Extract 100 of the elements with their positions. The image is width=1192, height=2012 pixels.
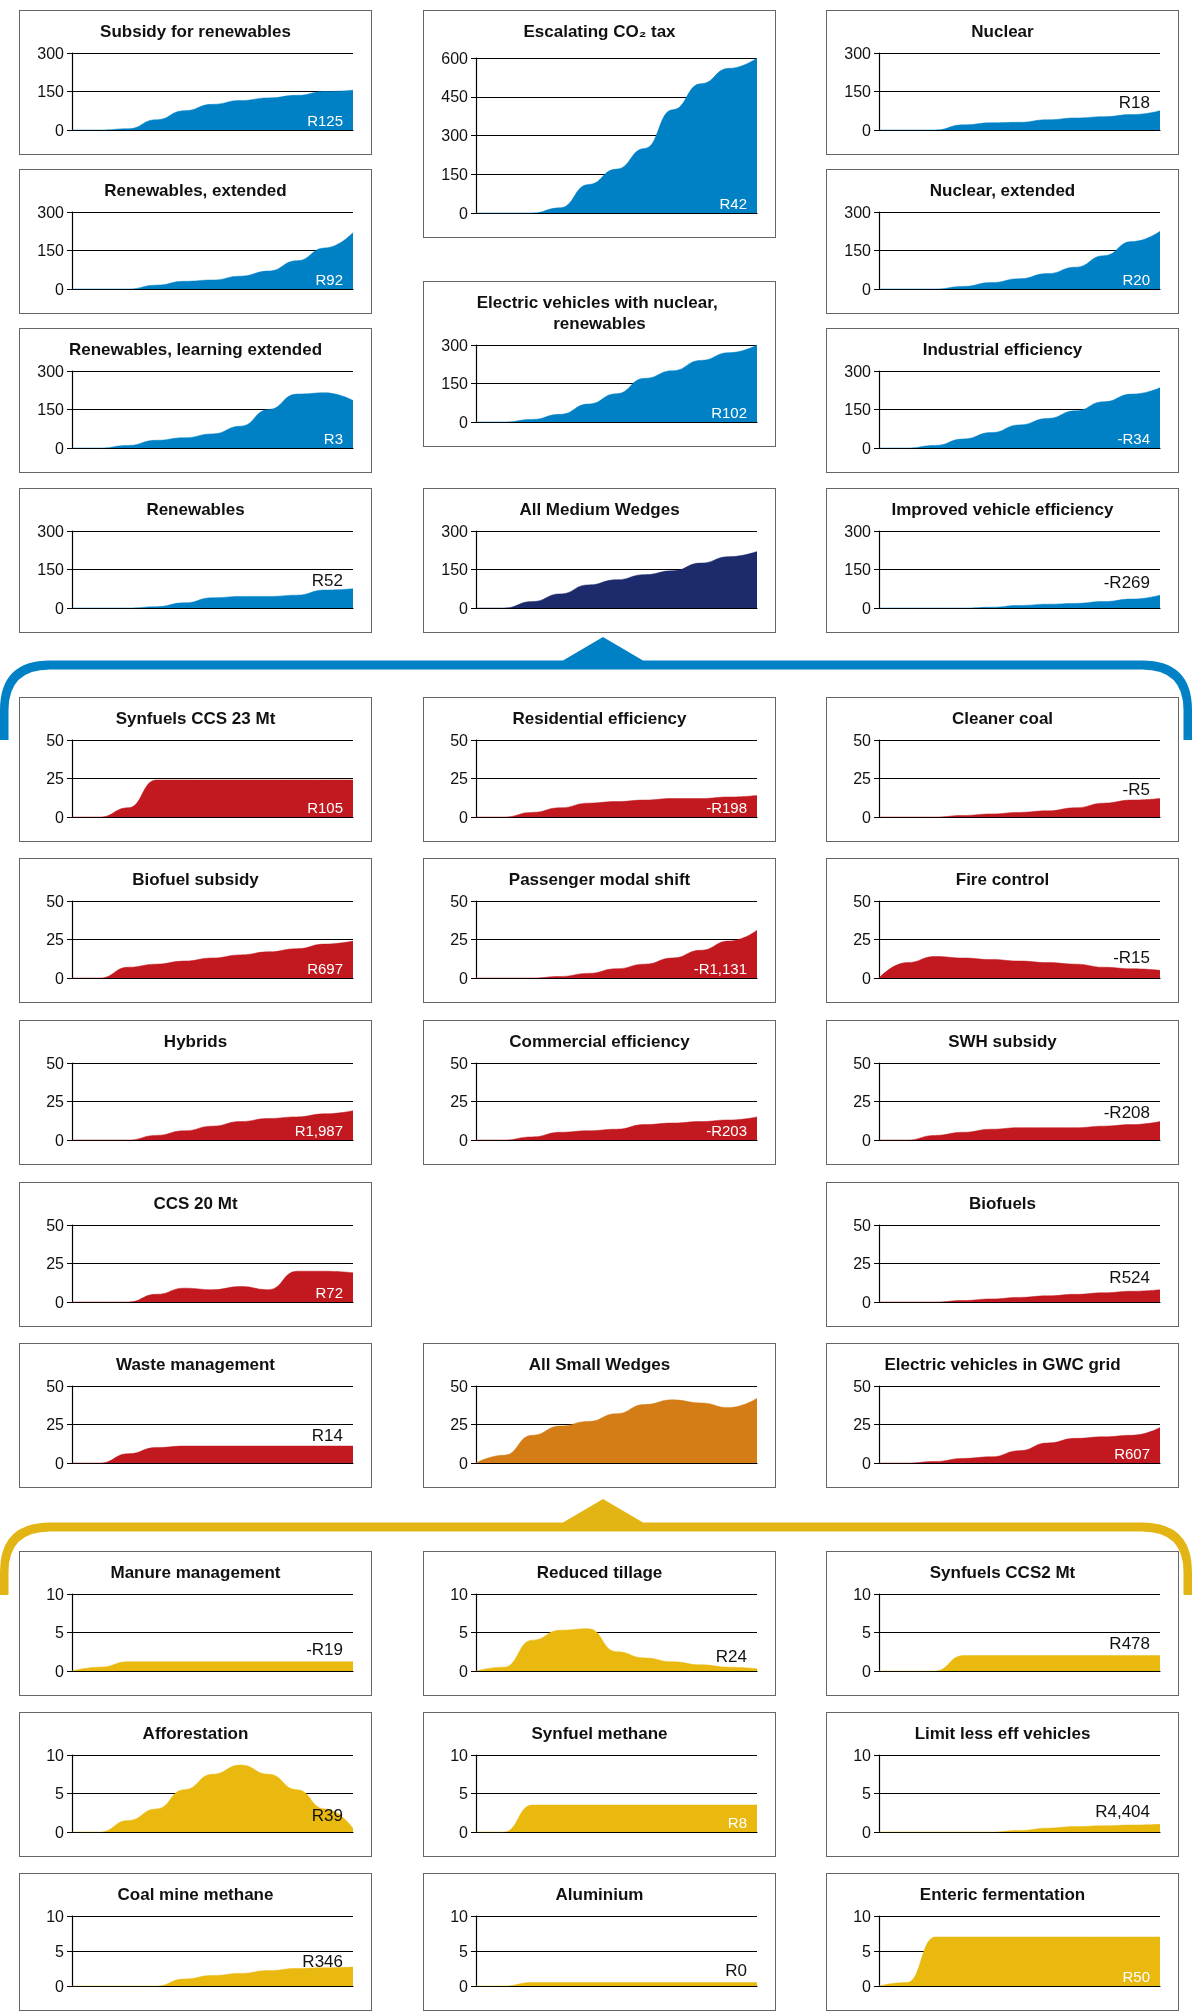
y-tick-label: 10 xyxy=(450,1907,469,1925)
y-tick-label: 0 xyxy=(55,599,65,617)
y-tick-label: 25 xyxy=(450,1093,469,1110)
y-tick-label: 10 xyxy=(46,1746,65,1764)
y-tick-label: 0 xyxy=(862,121,872,139)
y-tick-label: 300 xyxy=(441,336,469,354)
y-tick-label: 0 xyxy=(55,280,65,298)
y-tick-label: 50 xyxy=(450,1377,469,1395)
y-tick-label: 10 xyxy=(853,1907,872,1925)
y-tick-label: 5 xyxy=(55,1624,65,1641)
chart-title: SWH subsidy xyxy=(948,1032,1058,1051)
y-tick-label: 25 xyxy=(46,1255,65,1272)
chart-title: Improved vehicle efficiency xyxy=(891,500,1115,519)
y-tick-label: 0 xyxy=(55,1293,65,1311)
chart-title: Afforestation xyxy=(142,1724,249,1743)
y-tick-label: 600 xyxy=(441,49,469,67)
y-tick-label: 25 xyxy=(450,1416,469,1433)
chart-title: Hybrids xyxy=(163,1032,228,1051)
y-tick-label: 0 xyxy=(459,413,469,431)
chart-title: Nuclear xyxy=(971,22,1035,41)
annotation: R4,404 xyxy=(1095,1802,1151,1822)
annotation: R346 xyxy=(302,1952,343,1971)
annotation: R52 xyxy=(311,570,343,590)
y-tick-label: 150 xyxy=(37,561,65,578)
y-tick-label: 50 xyxy=(450,892,469,910)
y-tick-label: 150 xyxy=(441,165,469,183)
y-tick-label: 50 xyxy=(46,1377,65,1395)
annotation: R72 xyxy=(315,1284,344,1301)
annotation: R24 xyxy=(715,1646,747,1666)
annotation: R102 xyxy=(711,404,747,421)
annotation: -R1,131 xyxy=(693,960,748,977)
annotation: R0 xyxy=(725,1960,747,1980)
y-tick-label: 25 xyxy=(853,1255,872,1272)
chart-title: Residential efficiency xyxy=(512,709,687,728)
y-tick-label: 25 xyxy=(450,931,469,948)
annotation: -R19 xyxy=(306,1639,344,1659)
chart-title: Waste management xyxy=(115,1355,276,1374)
chart-title: Manure management xyxy=(110,1563,281,1582)
annotation: R697 xyxy=(307,960,343,977)
chart-title: Renewables xyxy=(146,500,245,519)
y-tick-label: 150 xyxy=(844,561,872,578)
annotation: R14 xyxy=(311,1425,343,1445)
chart-title: Fire control xyxy=(955,870,1050,889)
y-tick-label: 0 xyxy=(862,1662,872,1680)
y-tick-label: 300 xyxy=(37,44,65,62)
annotation: -R34 xyxy=(1117,430,1150,447)
chart-title: Biofuels xyxy=(968,1194,1037,1213)
y-tick-label: 25 xyxy=(853,1416,872,1433)
chart-title: Commercial efficiency xyxy=(509,1032,691,1051)
chart-title: Enteric fermentation xyxy=(919,1885,1086,1904)
y-tick-label: 0 xyxy=(459,1823,469,1841)
y-tick-label: 0 xyxy=(459,1662,469,1680)
y-tick-label: 0 xyxy=(459,808,469,826)
annotation: R20 xyxy=(1122,271,1151,288)
y-tick-label: 0 xyxy=(55,121,65,139)
annotation: -R208 xyxy=(1103,1102,1151,1122)
y-tick-label: 5 xyxy=(55,1942,65,1960)
y-tick-label: 50 xyxy=(853,731,872,749)
y-tick-label: 5 xyxy=(862,1785,872,1802)
y-tick-label: 0 xyxy=(862,1977,872,1995)
y-tick-label: 10 xyxy=(46,1907,65,1925)
y-tick-label: 150 xyxy=(37,83,65,100)
annotation: R92 xyxy=(315,271,344,288)
y-tick-label: 150 xyxy=(844,242,872,259)
y-tick-label: 0 xyxy=(459,599,469,617)
y-tick-label: 0 xyxy=(862,280,872,298)
y-tick-label: 300 xyxy=(844,362,872,380)
y-tick-label: 0 xyxy=(55,969,65,987)
y-tick-label: 0 xyxy=(862,808,872,826)
annotation: -R269 xyxy=(1103,573,1151,593)
annotation: R478 xyxy=(1109,1633,1150,1653)
y-tick-label: 5 xyxy=(55,1785,65,1802)
annotation: R42 xyxy=(719,195,748,212)
chart-title: Renewables, learning extended xyxy=(68,340,323,359)
y-tick-label: 50 xyxy=(853,1216,872,1234)
y-tick-label: 25 xyxy=(46,1093,65,1110)
chart-title: Electric vehicles in GWC grid xyxy=(884,1355,1121,1374)
annotation: -R5 xyxy=(1122,779,1151,799)
y-tick-label: 50 xyxy=(853,1377,872,1395)
y-tick-label: 0 xyxy=(459,204,469,222)
y-tick-label: 25 xyxy=(450,770,469,787)
y-tick-label: 5 xyxy=(862,1942,872,1960)
annotation: R3 xyxy=(323,430,344,447)
y-tick-label: 0 xyxy=(55,1662,65,1680)
chart-title: Synfuel methane xyxy=(531,1724,668,1743)
annotation: R607 xyxy=(1114,1445,1150,1462)
chart-title: All Small Wedges xyxy=(528,1355,671,1374)
y-tick-label: 150 xyxy=(441,561,469,578)
y-tick-label: 0 xyxy=(459,1977,469,1995)
y-tick-label: 25 xyxy=(46,931,65,948)
y-tick-label: 300 xyxy=(844,522,872,540)
chart-title: Limit less eff vehicles xyxy=(914,1724,1091,1743)
y-tick-label: 0 xyxy=(55,1131,65,1149)
annotation: R524 xyxy=(1109,1267,1150,1287)
y-tick-label: 150 xyxy=(37,242,65,259)
chart-title: Electric vehicles with nuclear, renewables xyxy=(476,293,723,333)
y-tick-label: 0 xyxy=(862,1823,872,1841)
annotation: R105 xyxy=(307,799,343,816)
annotation: R1,987 xyxy=(294,1122,344,1139)
y-tick-label: 25 xyxy=(46,770,65,787)
